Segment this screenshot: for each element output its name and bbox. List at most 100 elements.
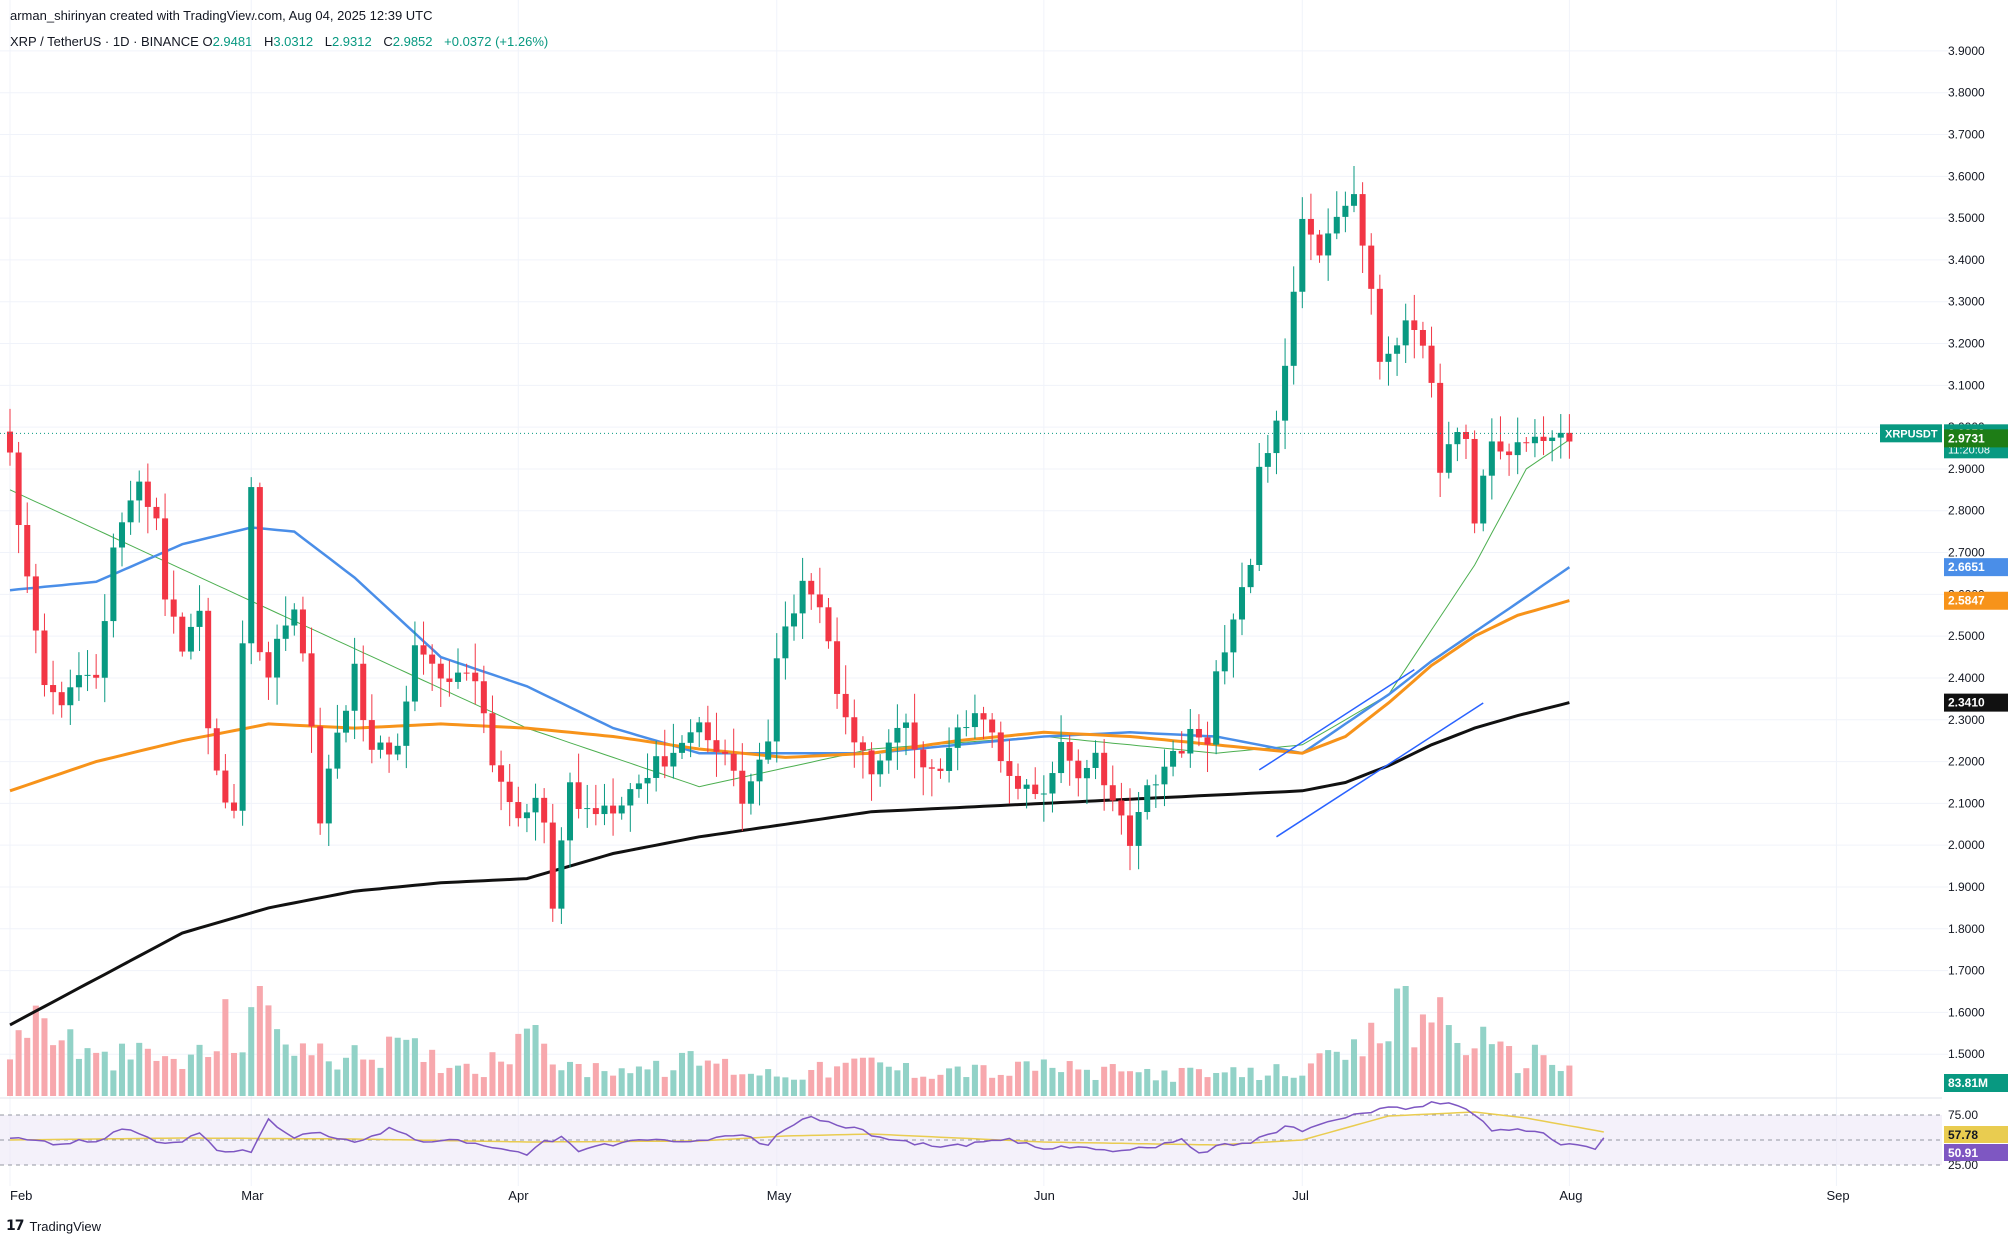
candle[interactable]	[558, 827, 565, 924]
candle[interactable]	[213, 718, 220, 776]
trendline[interactable]	[1258, 668, 1415, 771]
candle[interactable]	[523, 803, 530, 833]
candle[interactable]	[506, 763, 513, 827]
candle[interactable]	[1101, 739, 1108, 811]
candle[interactable]	[1299, 197, 1306, 309]
candle[interactable]	[93, 654, 100, 689]
candle[interactable]	[541, 788, 548, 844]
candle[interactable]	[1445, 421, 1452, 479]
candle[interactable]	[894, 704, 901, 770]
candle[interactable]	[842, 665, 849, 735]
candle[interactable]	[342, 705, 350, 743]
candle[interactable]	[1273, 410, 1280, 475]
candle[interactable]	[808, 573, 815, 610]
candle[interactable]	[851, 699, 858, 768]
candle[interactable]	[334, 704, 341, 779]
candle[interactable]	[971, 694, 978, 739]
candle[interactable]	[299, 596, 306, 662]
candle[interactable]	[678, 735, 686, 759]
candle[interactable]	[1437, 363, 1444, 498]
tradingview-brand[interactable]: 17 TradingView	[6, 1218, 101, 1234]
candle[interactable]	[1480, 469, 1487, 532]
candle[interactable]	[1032, 767, 1039, 800]
symbol-legend[interactable]: XRP / TetherUS · 1D · BINANCE O2.9481 H3…	[10, 34, 556, 49]
candle[interactable]	[386, 736, 393, 773]
candle[interactable]	[1118, 782, 1125, 835]
candle[interactable]	[1023, 778, 1030, 809]
candle[interactable]	[773, 633, 780, 763]
candle[interactable]	[41, 613, 48, 697]
candle[interactable]	[239, 620, 246, 826]
candle[interactable]	[230, 783, 238, 819]
candle[interactable]	[1075, 749, 1082, 797]
candle[interactable]	[1256, 443, 1263, 572]
candle[interactable]	[144, 463, 151, 534]
candle[interactable]	[653, 740, 660, 792]
candle[interactable]	[635, 774, 642, 798]
candle[interactable]	[1187, 709, 1194, 768]
candle[interactable]	[1307, 193, 1314, 261]
candle[interactable]	[58, 681, 65, 718]
candle[interactable]	[1394, 337, 1401, 376]
candle[interactable]	[946, 727, 953, 783]
candle[interactable]	[601, 783, 608, 826]
candle[interactable]	[584, 784, 591, 828]
candle[interactable]	[1402, 303, 1409, 364]
candle[interactable]	[1514, 417, 1521, 475]
candle[interactable]	[1350, 166, 1358, 213]
candle[interactable]	[687, 719, 694, 758]
candle[interactable]	[1058, 715, 1065, 784]
candle[interactable]	[661, 729, 668, 779]
candle[interactable]	[911, 693, 918, 779]
candle[interactable]	[179, 612, 186, 657]
candle[interactable]	[704, 705, 711, 753]
candle[interactable]	[411, 621, 418, 712]
candle[interactable]	[566, 772, 574, 868]
candle[interactable]	[1376, 274, 1383, 380]
candle[interactable]	[1549, 430, 1556, 462]
candle[interactable]	[317, 707, 324, 835]
candle[interactable]	[1014, 763, 1022, 800]
candle[interactable]	[265, 641, 272, 700]
candle[interactable]	[84, 650, 91, 692]
candle[interactable]	[360, 645, 367, 742]
candle[interactable]	[1092, 740, 1099, 780]
candle[interactable]	[1506, 443, 1513, 476]
candle[interactable]	[368, 694, 375, 764]
candle[interactable]	[1333, 191, 1340, 240]
candle[interactable]	[472, 643, 479, 705]
candle[interactable]	[1368, 233, 1375, 315]
candle[interactable]	[1419, 321, 1426, 359]
candle[interactable]	[1247, 558, 1254, 594]
candle[interactable]	[790, 594, 798, 641]
candle[interactable]	[248, 477, 255, 665]
candle[interactable]	[1359, 182, 1366, 274]
candle[interactable]	[765, 719, 772, 764]
candle[interactable]	[1066, 734, 1073, 786]
candle[interactable]	[1178, 731, 1185, 758]
candle[interactable]	[610, 778, 617, 836]
candle[interactable]	[1282, 338, 1289, 450]
candle[interactable]	[1161, 749, 1168, 807]
candle[interactable]	[1531, 419, 1538, 458]
trendline[interactable]	[1276, 702, 1484, 838]
candle[interactable]	[1238, 562, 1246, 636]
candle[interactable]	[325, 754, 332, 847]
candle[interactable]	[6, 408, 14, 466]
candle[interactable]	[429, 644, 436, 691]
candle[interactable]	[196, 585, 203, 651]
candle[interactable]	[127, 480, 134, 535]
candle[interactable]	[1264, 434, 1271, 483]
candle[interactable]	[902, 713, 910, 756]
candle[interactable]	[1144, 779, 1151, 820]
candle[interactable]	[291, 603, 298, 636]
candle[interactable]	[989, 713, 996, 748]
candle[interactable]	[24, 502, 31, 594]
candle[interactable]	[532, 783, 539, 841]
candle[interactable]	[937, 758, 944, 779]
candle[interactable]	[187, 613, 194, 660]
candle[interactable]	[834, 617, 841, 709]
candle[interactable]	[730, 728, 737, 787]
candle[interactable]	[1316, 229, 1323, 263]
candle[interactable]	[50, 660, 57, 715]
